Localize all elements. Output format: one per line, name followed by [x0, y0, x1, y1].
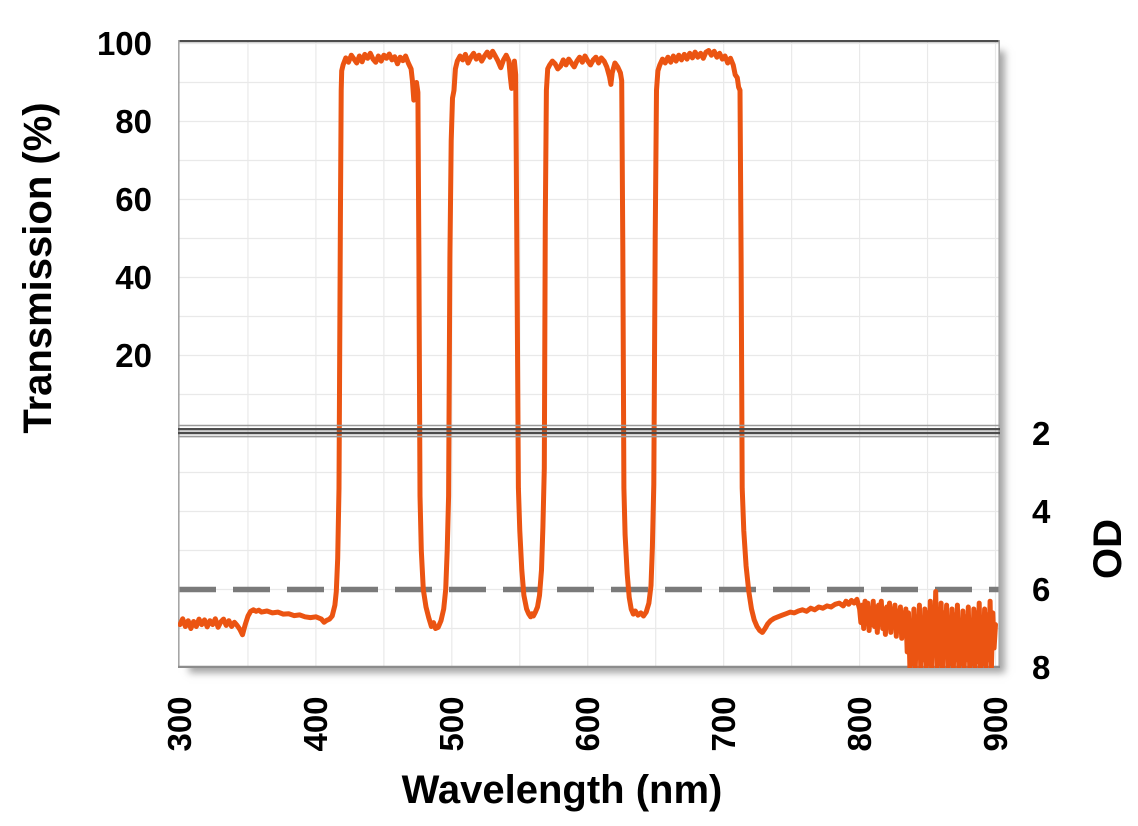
x-tick-label: 600 — [568, 696, 606, 752]
x-tick-label: 800 — [840, 696, 878, 752]
spectrum-plot-svg — [178, 40, 1000, 668]
y-left-tick-label: 60 — [115, 180, 152, 218]
plot-area — [178, 40, 1000, 668]
y-right-tick-label: 8 — [1032, 648, 1051, 686]
y-right-tick-label: 6 — [1032, 570, 1051, 608]
x-tick-label: 300 — [161, 696, 198, 752]
x-tick-label: 900 — [976, 696, 1014, 752]
x-tick-label: 700 — [704, 696, 742, 752]
y-axis-left-title: Transmission (%) — [16, 102, 60, 434]
y-right-tick-label: 4 — [1032, 492, 1051, 530]
y-left-tick-label: 80 — [115, 102, 152, 140]
x-axis-title: Wavelength (nm) — [401, 768, 723, 812]
y-left-tick-label: 20 — [115, 336, 152, 374]
x-tick-label: 400 — [296, 696, 334, 752]
x-tick-label: 500 — [432, 696, 470, 752]
y-left-tick-label: 40 — [115, 258, 152, 296]
spectrum-curve — [178, 48, 998, 668]
y-left-tick-label: 100 — [96, 24, 152, 62]
y-right-tick-label: 2 — [1032, 414, 1051, 452]
